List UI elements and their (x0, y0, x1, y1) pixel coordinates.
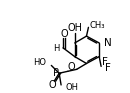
Text: O: O (67, 62, 75, 72)
Text: CH₃: CH₃ (89, 21, 105, 30)
Text: N: N (104, 38, 112, 48)
Text: P: P (53, 68, 59, 78)
Text: O: O (60, 29, 68, 39)
Text: O: O (48, 80, 56, 90)
Text: F: F (102, 57, 108, 66)
Text: F: F (105, 63, 111, 73)
Text: OH: OH (67, 23, 82, 33)
Text: OH: OH (65, 83, 78, 92)
Text: H: H (53, 44, 59, 53)
Text: HO: HO (33, 58, 46, 67)
